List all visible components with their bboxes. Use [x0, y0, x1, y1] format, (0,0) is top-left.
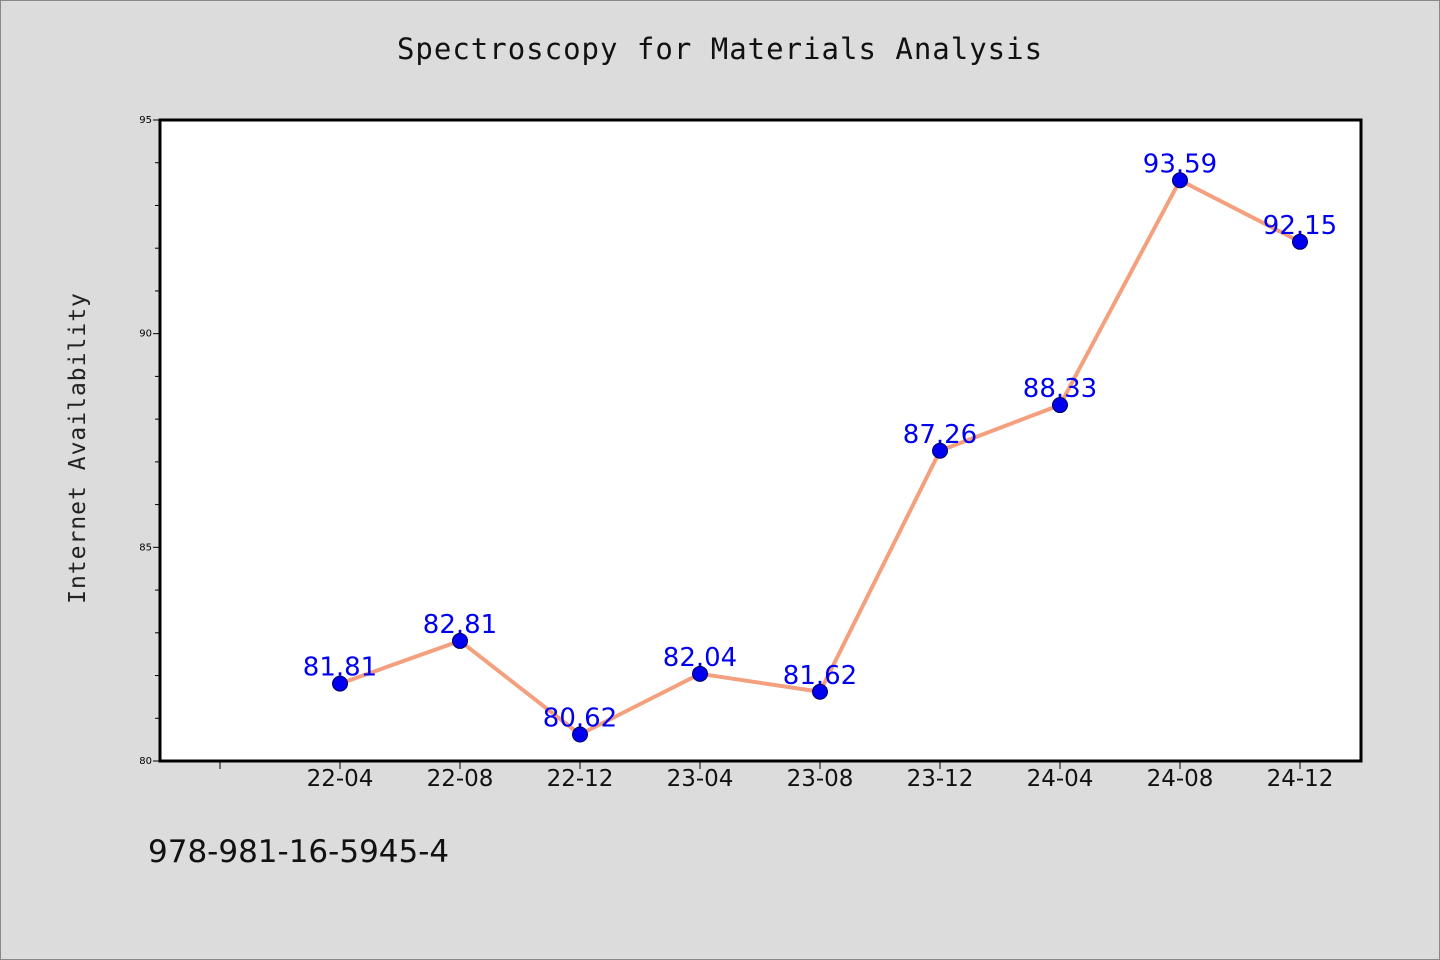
data-point	[692, 665, 708, 682]
y-tick-label: 90	[139, 329, 152, 340]
data-label: 92.15	[1263, 211, 1337, 241]
data-label: 81.62	[783, 661, 857, 691]
data-point	[572, 726, 588, 743]
data-label: 82.04	[663, 643, 737, 673]
plot-area	[158, 118, 1363, 763]
data-point	[1172, 172, 1188, 189]
x-tick-label: 22-04	[307, 766, 374, 792]
x-tick-label: 23-04	[667, 766, 734, 792]
data-label: 87.26	[903, 420, 977, 450]
data-point	[1052, 397, 1068, 414]
data-point	[812, 683, 828, 700]
data-label: 80.62	[543, 704, 617, 734]
x-tick-label: 24-04	[1027, 766, 1094, 792]
data-label: 88.33	[1023, 374, 1097, 404]
data-label: 81.81	[303, 653, 377, 683]
isbn-code: 978-981-16-5945-4	[148, 834, 450, 870]
data-point	[332, 675, 348, 692]
chart-title: Spectroscopy for Materials Analysis	[396, 32, 1044, 66]
data-point	[932, 442, 948, 459]
y-tick-label: 85	[139, 542, 152, 553]
data-point	[1292, 233, 1308, 250]
x-tick-label: 23-08	[787, 766, 854, 792]
x-tick-label: 23-12	[907, 766, 974, 792]
data-label: 93.59	[1143, 149, 1217, 179]
x-tick-label: 22-08	[427, 766, 494, 792]
data-point	[452, 632, 468, 649]
x-tick-label: 22-12	[547, 766, 614, 792]
x-tick-label: 24-12	[1267, 766, 1334, 792]
data-label: 82.81	[423, 610, 497, 640]
x-tick-label: 24-08	[1147, 766, 1214, 792]
y-tick-label: 80	[139, 756, 152, 767]
y-tick-label: 95	[139, 115, 152, 126]
